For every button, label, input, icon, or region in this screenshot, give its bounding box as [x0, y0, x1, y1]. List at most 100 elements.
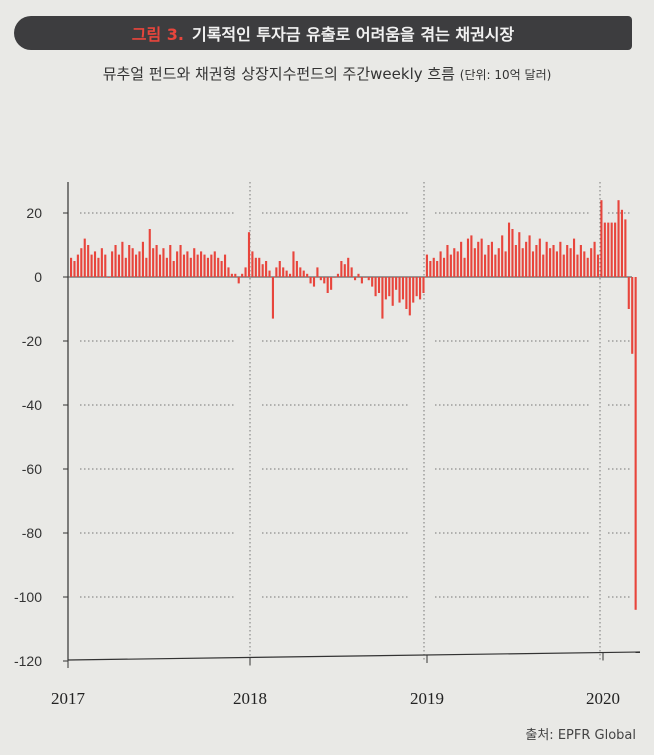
y-tick-label: -60	[22, 461, 42, 477]
chart-unit: (단위: 10억 달러)	[459, 68, 552, 82]
bar	[497, 248, 500, 277]
y-tick-label: -100	[14, 589, 42, 605]
bar	[360, 277, 363, 284]
bar	[572, 238, 576, 277]
bar	[357, 273, 360, 277]
bar	[531, 251, 535, 277]
bar	[107, 277, 110, 278]
bar	[429, 261, 432, 277]
bar	[624, 219, 627, 277]
bar	[576, 254, 579, 277]
chart-subtitle: 뮤추얼 펀드와 채권형 상장지수펀드의 주간weekly 흐름 (단위: 10억…	[0, 63, 654, 84]
bar	[463, 257, 466, 277]
bar	[100, 248, 103, 277]
bar	[528, 235, 531, 277]
bar	[381, 277, 384, 319]
bar	[158, 254, 162, 277]
bar	[162, 248, 165, 277]
y-tick-label: 20	[26, 205, 42, 221]
bar	[282, 267, 285, 277]
bar	[244, 267, 247, 277]
bar	[542, 254, 545, 277]
bar	[552, 245, 555, 277]
bar	[415, 277, 418, 297]
bar	[374, 277, 377, 297]
bar	[419, 277, 422, 300]
bar	[309, 277, 312, 284]
bar	[484, 254, 487, 277]
bar	[241, 273, 244, 277]
bar	[525, 241, 528, 277]
x-tick-label: 2017	[51, 689, 86, 708]
bar	[453, 248, 456, 277]
bar	[306, 273, 309, 277]
y-tick-label: -40	[22, 397, 42, 413]
bar	[466, 238, 470, 277]
bar	[73, 261, 76, 277]
bar	[90, 254, 93, 277]
bar	[333, 277, 336, 278]
bar	[405, 277, 408, 309]
bar	[480, 238, 483, 277]
bar	[182, 254, 186, 277]
bar	[634, 277, 637, 610]
bar	[179, 245, 182, 277]
bar	[590, 248, 593, 277]
bar	[350, 267, 353, 277]
y-tick-label: -20	[22, 333, 42, 349]
bar	[247, 232, 251, 277]
bar	[223, 254, 227, 277]
bar	[135, 254, 138, 277]
bar	[83, 238, 86, 277]
bar	[70, 257, 73, 277]
bar	[169, 245, 172, 277]
bar	[460, 241, 463, 277]
bar	[371, 277, 374, 287]
bar	[165, 257, 168, 277]
x-tick-label: 2018	[233, 689, 267, 708]
bar	[562, 254, 565, 277]
bar	[395, 277, 398, 290]
bar	[268, 270, 271, 277]
bar	[326, 277, 329, 293]
bar	[230, 273, 233, 277]
bar	[586, 257, 589, 277]
bar	[87, 245, 90, 277]
bar	[514, 245, 517, 277]
bar	[193, 248, 196, 277]
bar	[141, 241, 144, 277]
bar	[234, 273, 237, 277]
bar	[425, 254, 428, 277]
bar	[521, 248, 524, 277]
bar	[593, 241, 596, 277]
bar	[285, 270, 288, 277]
bar	[261, 264, 264, 277]
y-tick-label: -80	[22, 525, 42, 541]
bar	[408, 277, 411, 316]
bar	[114, 245, 117, 277]
bar	[217, 257, 220, 277]
bar	[172, 261, 175, 277]
bar	[121, 241, 124, 277]
bar	[93, 251, 97, 277]
bar	[398, 277, 401, 303]
bar	[603, 222, 606, 277]
bar	[220, 261, 223, 277]
bar	[206, 257, 209, 277]
bar	[391, 277, 394, 306]
bar	[583, 251, 586, 277]
bar	[627, 277, 630, 309]
bar	[566, 245, 569, 277]
bar	[189, 257, 192, 277]
bar	[477, 241, 480, 277]
bar	[354, 277, 357, 281]
bar	[152, 248, 155, 277]
bar	[631, 277, 634, 354]
bar	[607, 222, 610, 277]
bar	[210, 254, 213, 277]
bar	[316, 267, 319, 277]
bar	[128, 245, 131, 277]
bar	[446, 245, 449, 277]
bar	[614, 222, 617, 277]
x-tick-label: 2019	[410, 689, 444, 708]
